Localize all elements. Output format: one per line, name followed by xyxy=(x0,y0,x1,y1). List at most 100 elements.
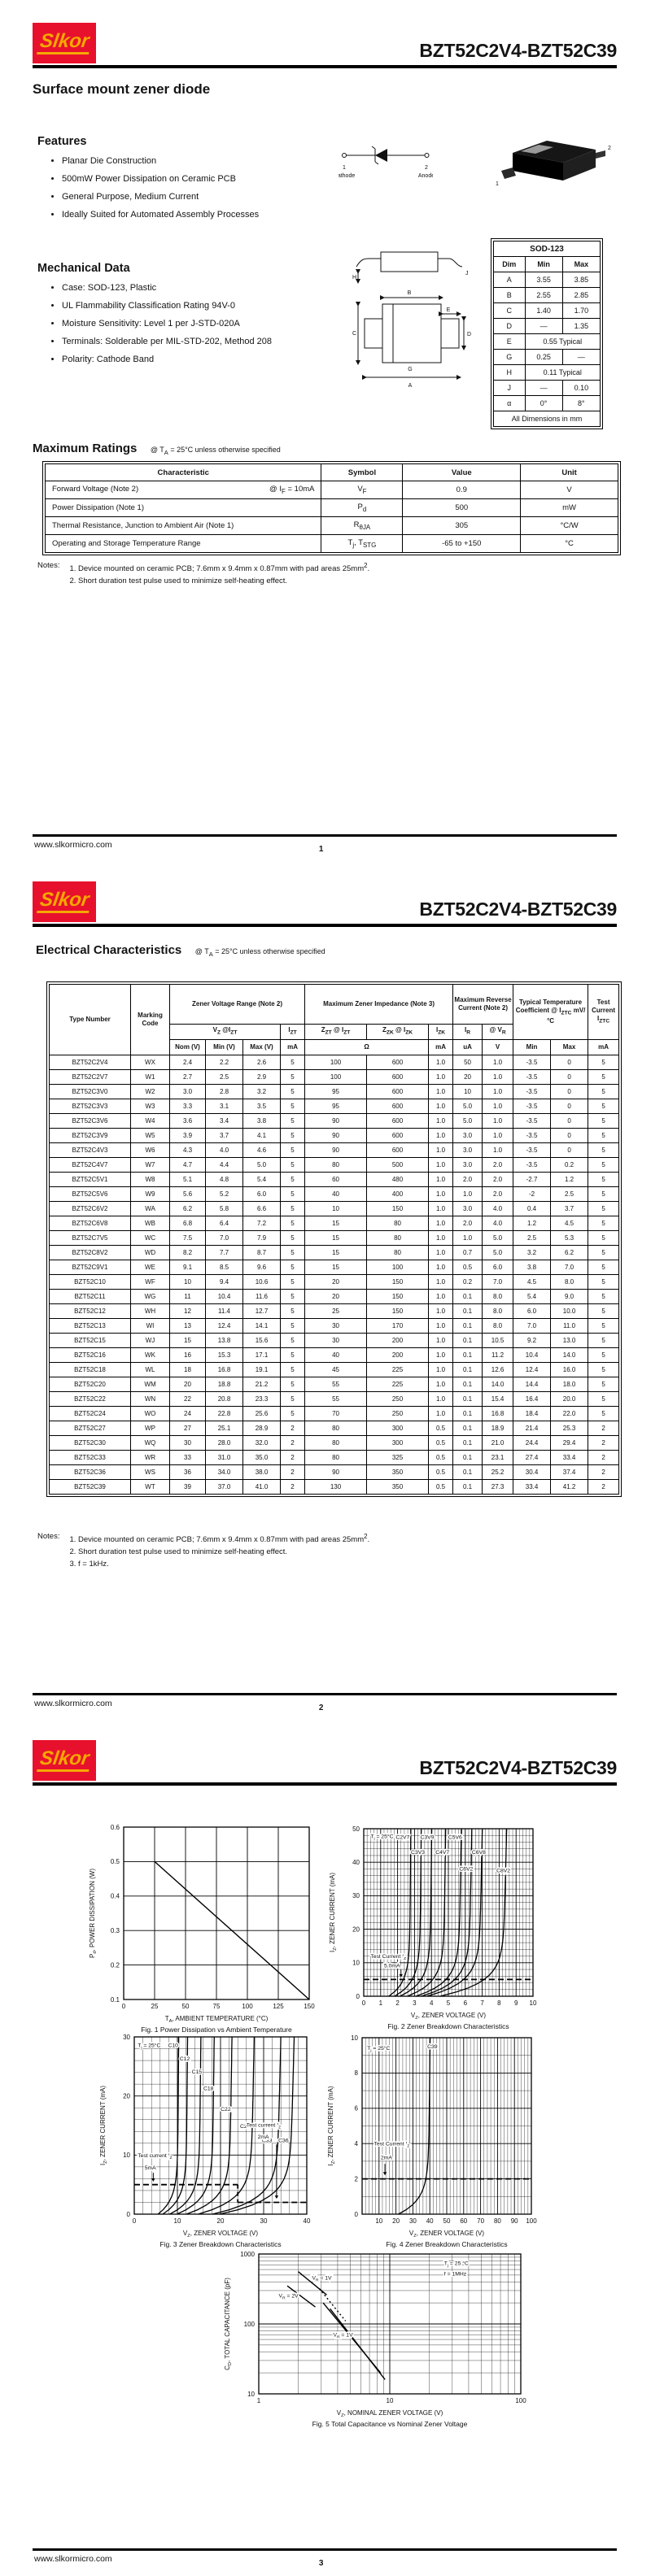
electrical-cell: 8.2 xyxy=(169,1245,206,1260)
electrical-cell: 1.0 xyxy=(428,1260,454,1275)
electrical-cell: BZT52C2V7 xyxy=(49,1069,131,1085)
document-title: BZT52C2V4-BZT52C39 xyxy=(419,40,617,61)
electrical-cell: 0.1 xyxy=(452,1377,483,1392)
electrical-cell: 6.2 xyxy=(169,1201,206,1216)
unit-ma: mA xyxy=(279,1039,306,1055)
electrical-cell: 23.1 xyxy=(482,1450,514,1465)
dimension-table: SOD-123 Dim Min Max A 3.55 3.85 B 2.55 2.85 C 1… xyxy=(491,238,603,429)
electrical-cell: 40 xyxy=(304,1186,368,1202)
electrical-cell: W3 xyxy=(130,1099,170,1114)
electrical-cell: 1.0 xyxy=(428,1142,454,1158)
dim-cell: 2.55 xyxy=(524,287,563,303)
mechanical-list: Case: SOD-123, Plastic UL Flammability Cl… xyxy=(49,283,343,372)
list-item: 2. Short duration test pulse used to min… xyxy=(69,1547,288,1557)
electrical-cell: 5 xyxy=(279,1347,306,1363)
electrical-cell: WT xyxy=(130,1479,170,1495)
ratings-characteristic: Thermal Resistance, Junction to Ambient … xyxy=(44,516,322,535)
zener-curve-C5V6 xyxy=(415,1828,462,1997)
dim-cell: α xyxy=(493,395,526,411)
electrical-cell: 15 xyxy=(304,1245,368,1260)
x-tick-label: 20 xyxy=(217,2217,225,2225)
electrical-cell: 14.0 xyxy=(550,1347,589,1363)
electrical-cell: 300 xyxy=(366,1435,430,1451)
electrical-cell: 1.0 xyxy=(428,1289,454,1304)
electrical-cell: W7 xyxy=(130,1157,170,1173)
list-item: 2. Short duration test pulse used to min… xyxy=(69,577,288,586)
electrical-cell: 1.0 xyxy=(428,1055,454,1070)
electrical-cell: 5.4 xyxy=(242,1172,281,1187)
electrical-cell: BZT52C13 xyxy=(49,1318,131,1334)
electrical-cell: 4.0 xyxy=(482,1216,514,1231)
electrical-cell: 33.4 xyxy=(513,1479,552,1495)
electrical-cell: 2.0 xyxy=(452,1172,483,1187)
electrical-cell: 1.0 xyxy=(482,1084,514,1099)
electrical-cell: 5 xyxy=(279,1099,306,1114)
series-vr2-upper xyxy=(286,2285,316,2308)
zener-curve-C2V7 xyxy=(388,1829,412,1997)
dim-row: J —0.10 xyxy=(493,380,601,396)
electrical-cell: 10 xyxy=(304,1201,368,1216)
pkg-pin1-label: 1 xyxy=(496,181,499,187)
unit-ohm: Ω xyxy=(304,1039,430,1055)
list-item: 1. Device mounted on ceramic PCB; 7.6mm … xyxy=(69,562,370,574)
electrical-cell: WC xyxy=(130,1230,170,1246)
electrical-cell: 3.4 xyxy=(205,1113,243,1129)
x-tick-label: 2 xyxy=(395,1999,400,2007)
electrical-cell: 5 xyxy=(279,1303,306,1319)
zener-curve-C27 xyxy=(198,2036,256,2215)
electrical-cell: BZT52C18 xyxy=(49,1362,131,1377)
electrical-cell: 19.1 xyxy=(242,1362,281,1377)
x-tick-label: 100 xyxy=(526,2217,537,2225)
header-rule xyxy=(33,924,617,927)
dim-cell: H xyxy=(493,364,526,381)
electrical-cell: BZT52C36 xyxy=(49,1464,131,1480)
website-link[interactable]: www.slkormicro.com xyxy=(34,840,112,850)
electrical-cell: 37.0 xyxy=(205,1479,243,1495)
unit-ma: mA xyxy=(428,1039,454,1055)
zener-curve-C18 xyxy=(177,2036,215,2215)
dim-cell: 0° xyxy=(524,395,563,411)
list-item: Polarity: Cathode Band xyxy=(62,355,343,365)
website-link[interactable]: www.slkormicro.com xyxy=(34,1699,112,1708)
electrical-cell: 10 xyxy=(169,1274,206,1290)
electrical-cell: 5 xyxy=(588,1303,620,1319)
electrical-cell: 12.6 xyxy=(482,1362,514,1377)
electrical-cell: BZT52C27 xyxy=(49,1421,131,1436)
group-temp-coefficient: Typical Temperature Coefficient @ IZTC m… xyxy=(513,984,589,1040)
electrical-cell: 3.0 xyxy=(452,1128,483,1143)
group-impedance: Maximum Zener Impedance (Note 3) xyxy=(304,984,454,1025)
electrical-cell: 18.8 xyxy=(205,1377,243,1392)
y-tick-label: 10 xyxy=(123,2152,130,2159)
electrical-cell: 2 xyxy=(588,1479,620,1495)
electrical-cell: 11.0 xyxy=(550,1318,589,1334)
electrical-cell: 1.0 xyxy=(428,1216,454,1231)
dim-cell: — xyxy=(524,380,563,396)
unit-nom: Nom (V) xyxy=(169,1039,206,1055)
max-ratings-heading-row: Maximum Ratings @ TA = 25°C unless other… xyxy=(33,442,281,456)
electrical-cell: 3.2 xyxy=(242,1084,281,1099)
electrical-cell: 5 xyxy=(588,1406,620,1421)
y-tick-label: 0.3 xyxy=(111,1927,120,1934)
zener-curve-C8V2 xyxy=(439,1828,508,1997)
electrical-cell: 90 xyxy=(304,1113,368,1129)
electrical-cell: 80 xyxy=(304,1421,368,1436)
electrical-cell: 5 xyxy=(588,1099,620,1114)
figure-caption: Fig. 5 Total Capacitance vs Nominal Zene… xyxy=(312,2420,468,2428)
dim-cell: — xyxy=(561,349,601,365)
ratings-cell: V xyxy=(520,481,618,499)
electrical-cell: 5 xyxy=(279,1333,306,1348)
electrical-cell: 5 xyxy=(279,1230,306,1246)
plot-border xyxy=(361,2037,532,2215)
electrical-cell: 90 xyxy=(304,1128,368,1143)
website-link[interactable]: www.slkormicro.com xyxy=(34,2554,112,2564)
electrical-cell: 8.0 xyxy=(482,1289,514,1304)
series-power-derating xyxy=(154,1860,310,2000)
electrical-cell: 5 xyxy=(588,1128,620,1143)
electrical-cell: 2 xyxy=(279,1450,306,1465)
electrical-cell: 15.6 xyxy=(242,1333,281,1348)
figure-5-total-capacitance: Tj = 25 °C f = 1MHz VR = 1V VR = 2V VR = 1V 1… xyxy=(216,2244,532,2439)
electrical-cell: 21.0 xyxy=(482,1435,514,1451)
electrical-cell: 1.0 xyxy=(428,1318,454,1334)
electrical-heading-row: Electrical Characteristics @ TA = 25°C u… xyxy=(36,943,325,958)
electrical-cell: 1.0 xyxy=(428,1157,454,1173)
